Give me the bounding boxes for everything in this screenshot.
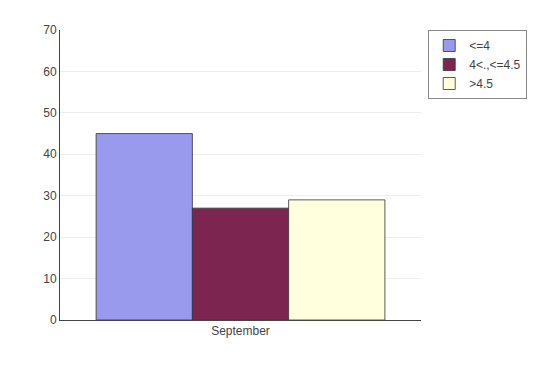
svg-text:4<.,<=4.5: 4<.,<=4.5 [469,58,520,72]
svg-text:20: 20 [43,230,57,244]
svg-text:30: 30 [43,189,57,203]
svg-text:10: 10 [43,272,57,286]
svg-text:60: 60 [43,65,57,79]
svg-text:>4.5: >4.5 [469,77,493,91]
svg-text:September: September [211,324,270,338]
svg-text:70: 70 [43,23,57,37]
svg-text:<=4: <=4 [469,39,490,53]
svg-text:40: 40 [43,147,57,161]
svg-text:0: 0 [50,313,57,327]
svg-text:50: 50 [43,106,57,120]
